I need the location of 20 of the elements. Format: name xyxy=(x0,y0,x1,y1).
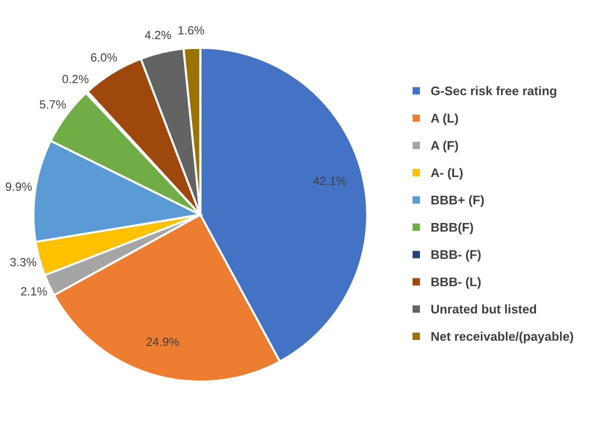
legend-label: BBB(F) xyxy=(431,222,474,234)
legend-label: A (L) xyxy=(430,113,458,126)
legend-label: BBB- (L) xyxy=(431,277,481,289)
data-label: 1.6% xyxy=(178,26,204,34)
data-label: 0.2% xyxy=(62,74,88,84)
legend-label: Unrated but listed xyxy=(431,304,536,314)
legend-label: A (F) xyxy=(430,140,458,152)
legend-label: G-Sec risk free rating xyxy=(431,86,556,98)
data-label: 2.1% xyxy=(21,287,47,296)
legend-label: BBB- (F) xyxy=(431,250,481,262)
data-label: 42.1% xyxy=(313,176,346,186)
legend-label: A- (L) xyxy=(430,168,463,180)
data-label: 3.3% xyxy=(10,258,36,266)
data-label: 9.9% xyxy=(6,182,32,191)
data-label: 24.9% xyxy=(146,338,179,346)
legend-label: Net receivable/(payable) xyxy=(431,332,574,344)
data-label: 4.2% xyxy=(144,30,172,40)
data-label: 5.7% xyxy=(40,100,66,109)
legend-label: BBB+ (F) xyxy=(431,195,484,207)
data-label: 6.0% xyxy=(91,53,117,62)
